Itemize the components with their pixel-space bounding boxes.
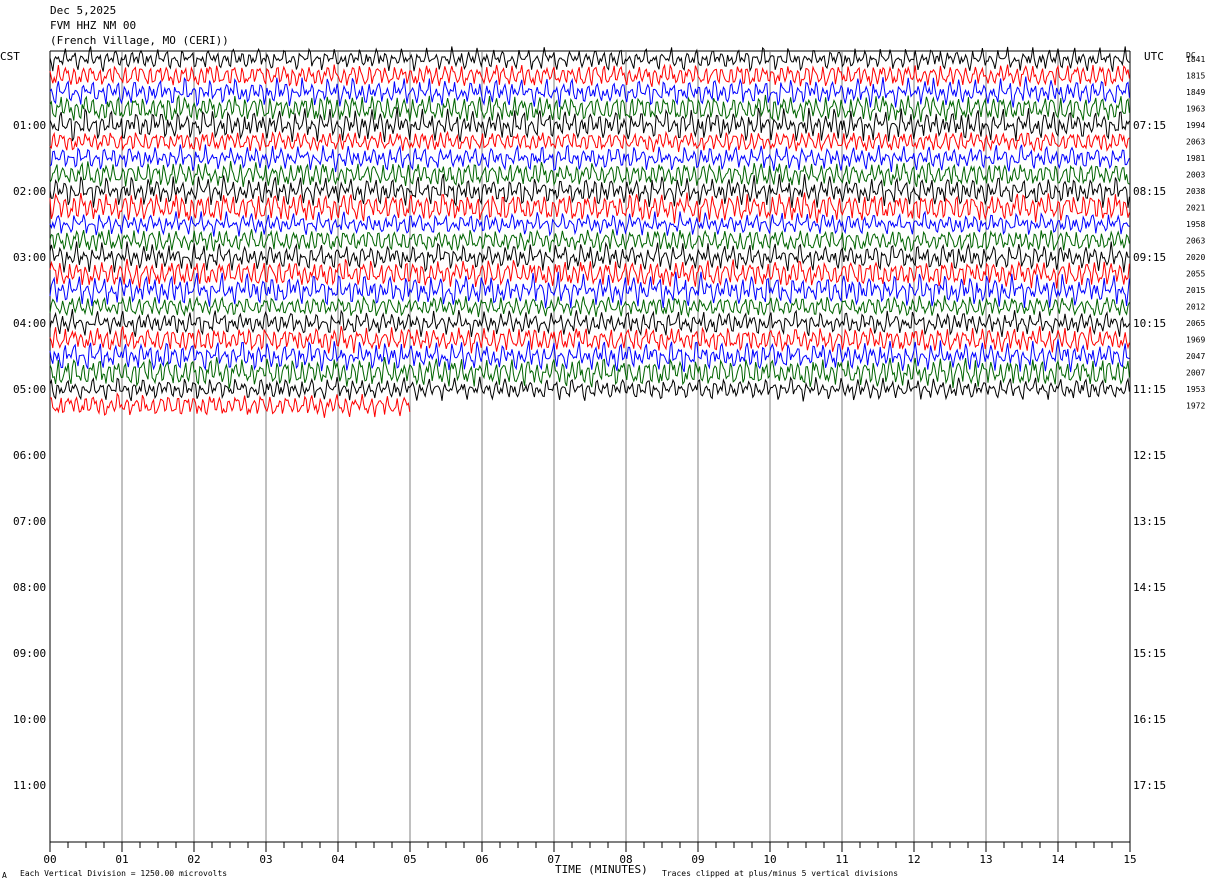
- x-axis: 00 01 02 03 04 05 06 07 08 09 10 11 12 13 14 15: [43, 841, 1137, 866]
- dc-offset-label: 2065: [1186, 319, 1205, 328]
- seismic-trace: [49, 46, 1130, 73]
- cst-hour-label: 02:00: [13, 185, 46, 198]
- utc-hour-label: 11:15: [1133, 383, 1166, 396]
- dc-offset-label: 1972: [1186, 402, 1205, 411]
- seismic-trace: [49, 192, 1130, 224]
- x-tick-label: 15: [1123, 853, 1136, 866]
- dc-offset-label: 2012: [1186, 303, 1205, 312]
- plot-date: Dec 5,2025: [50, 4, 117, 17]
- right-timezone-label: UTC: [1144, 50, 1164, 63]
- dc-offset-label: 2047: [1186, 352, 1205, 361]
- seismic-trace: [49, 229, 1130, 253]
- seismic-trace: [49, 63, 1130, 87]
- cst-hour-label: 09:00: [13, 647, 46, 660]
- seismic-trace: [49, 325, 1130, 354]
- utc-hour-label: 12:15: [1133, 449, 1166, 462]
- utc-hour-label: 10:15: [1133, 317, 1166, 330]
- seismic-trace: [49, 174, 1130, 208]
- dc-offset-label: 1849: [1186, 88, 1205, 97]
- seismic-trace: [49, 241, 1130, 273]
- utc-hour-label: 17:15: [1133, 779, 1166, 792]
- trace-group: [49, 46, 1130, 418]
- seismic-trace: [49, 309, 1130, 337]
- x-tick-label: 11: [835, 853, 848, 866]
- dc-offset-label: 2021: [1186, 204, 1205, 213]
- utc-hour-label: 14:15: [1133, 581, 1166, 594]
- dc-offset-label: 2020: [1186, 253, 1205, 262]
- cst-hour-label: 04:00: [13, 317, 46, 330]
- seismic-trace: [49, 160, 1130, 188]
- dc-offset-label: 1958: [1186, 220, 1205, 229]
- dc-offset-label: 2015: [1186, 286, 1205, 295]
- station-code: FVM HHZ NM 00: [50, 19, 137, 32]
- seismic-trace: [49, 258, 1130, 289]
- left-timezone-label: CST: [0, 50, 20, 63]
- dc-offset-label: 2003: [1186, 171, 1205, 180]
- station-location: (French Village, MO (CERI)): [50, 34, 229, 47]
- dc-offset-label: 2063: [1186, 237, 1205, 246]
- x-tick-label: 04: [331, 853, 345, 866]
- utc-hour-label: 16:15: [1133, 713, 1166, 726]
- cst-hour-label: 10:00: [13, 713, 46, 726]
- grid-lines: [49, 50, 1131, 842]
- cst-hour-label: 11:00: [13, 779, 46, 792]
- x-tick-label: 10: [763, 853, 776, 866]
- x-axis-title: TIME (MINUTES): [555, 863, 648, 876]
- x-tick-label: 12: [907, 853, 920, 866]
- seismic-trace: [49, 376, 1130, 402]
- x-tick-label: 13: [979, 853, 992, 866]
- dc-offset-label: 1969: [1186, 336, 1205, 345]
- seismic-trace: [49, 210, 1130, 237]
- cst-hour-label: 07:00: [13, 515, 46, 528]
- utc-hour-label: 08:15: [1133, 185, 1166, 198]
- dc-offset-label: 1815: [1186, 72, 1205, 81]
- seismic-trace: [49, 271, 1130, 309]
- dc-offset-label: 2007: [1186, 369, 1205, 378]
- seismic-trace: [49, 295, 1130, 318]
- x-tick-label: 01: [115, 853, 128, 866]
- dc-offset-label: 2055: [1186, 270, 1205, 279]
- seismic-trace: [49, 392, 411, 418]
- x-tick-label: 02: [187, 853, 200, 866]
- seismic-trace: [49, 76, 1130, 108]
- x-tick-label: 07: [547, 853, 560, 866]
- utc-hour-label: 09:15: [1133, 251, 1166, 264]
- utc-hour-label: 07:15: [1133, 119, 1166, 132]
- x-tick-label: 08: [619, 853, 632, 866]
- seismic-trace: [49, 357, 1130, 389]
- utc-hour-label: 15:15: [1133, 647, 1166, 660]
- x-tick-label: 05: [403, 853, 416, 866]
- seismic-trace: [49, 107, 1130, 143]
- x-tick-label: 14: [1051, 853, 1065, 866]
- cst-hour-label: 06:00: [13, 449, 46, 462]
- x-tick-label: 03: [259, 853, 272, 866]
- corner-mark: A: [2, 871, 7, 880]
- seismic-trace: [49, 144, 1130, 173]
- dc-offset-label: 2063: [1186, 138, 1205, 147]
- dc-offset-label: 1994: [1186, 121, 1205, 130]
- dc-offset-label: 2038: [1186, 187, 1205, 196]
- clip-note: Traces clipped at plus/minus 5 vertical …: [662, 869, 899, 878]
- dc-offset-label: 1953: [1186, 385, 1205, 394]
- row-labels: 1841 1815 1849 1963 1994 2063 1981 2003 2038 2021…: [13, 55, 1205, 792]
- seismic-trace: [49, 130, 1130, 153]
- dc-offset-label: 1841: [1186, 55, 1205, 64]
- seismic-trace: [49, 94, 1130, 123]
- cst-hour-label: 05:00: [13, 383, 46, 396]
- dc-offset-label: 1963: [1186, 105, 1205, 114]
- dc-header-label: DC: [1186, 51, 1196, 60]
- dc-offset-label: 1981: [1186, 154, 1205, 163]
- x-tick-label: 09: [691, 853, 704, 866]
- scale-note: Each Vertical Division = 1250.00 microvo…: [20, 869, 228, 878]
- cst-hour-label: 03:00: [13, 251, 46, 264]
- utc-hour-label: 13:15: [1133, 515, 1166, 528]
- cst-hour-label: 08:00: [13, 581, 46, 594]
- seismic-trace: [49, 339, 1130, 373]
- cst-hour-label: 01:00: [13, 119, 46, 132]
- x-tick-label: 06: [475, 853, 488, 866]
- x-tick-label: 00: [43, 853, 56, 866]
